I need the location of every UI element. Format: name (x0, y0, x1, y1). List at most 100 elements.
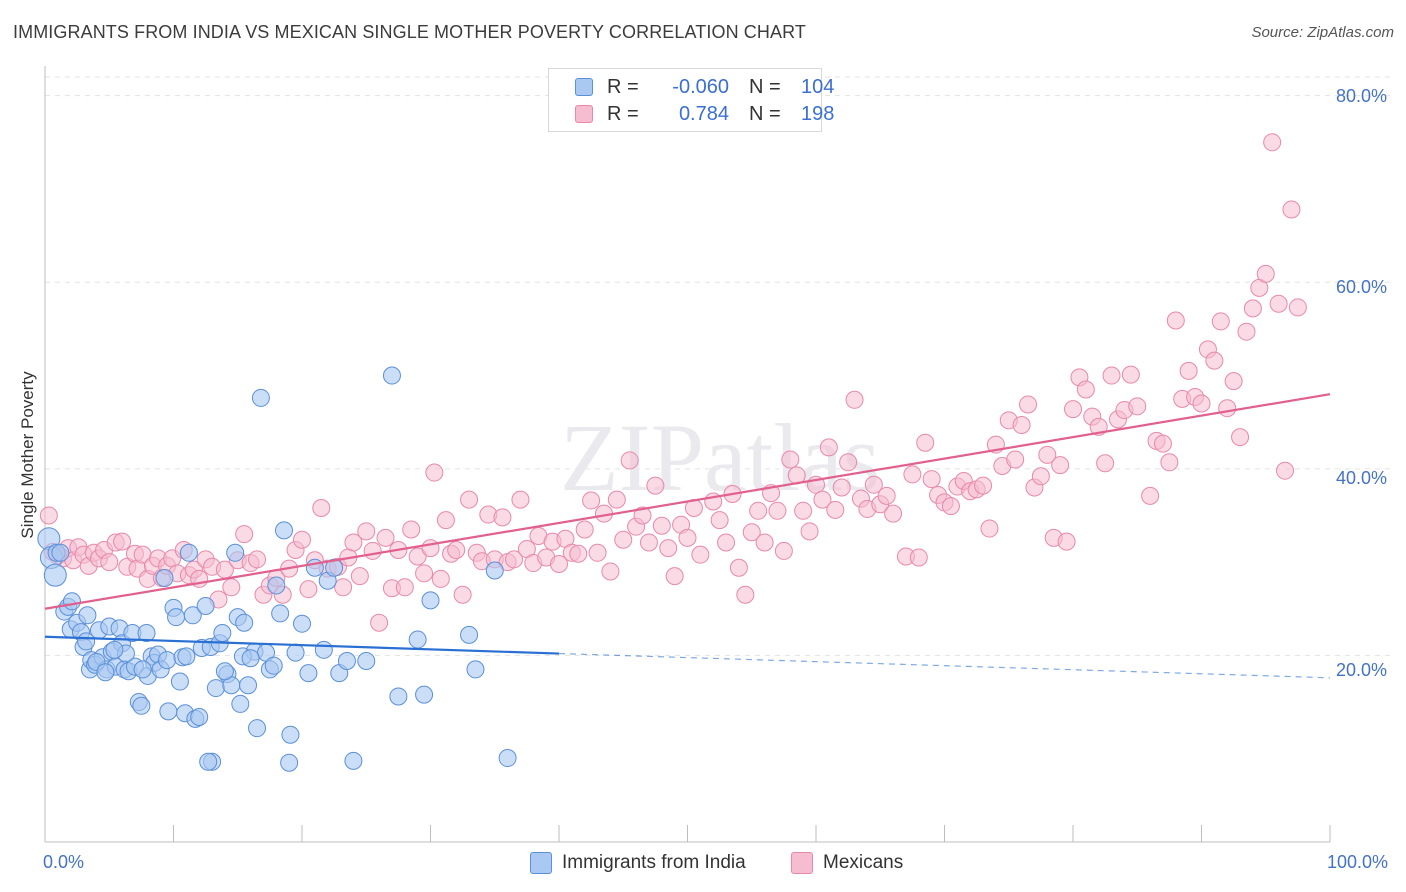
mexicans-point (1263, 133, 1282, 152)
mexicans-point (884, 504, 903, 523)
india-point (167, 608, 186, 627)
mexicans-point (729, 558, 748, 577)
mexicans-swatch (575, 105, 593, 123)
mexicans-point (646, 476, 665, 495)
india-point (159, 702, 178, 721)
mexicans-point (633, 506, 652, 525)
mexicans-point (691, 545, 710, 564)
mexicans-point (794, 501, 813, 520)
india-r-value: -0.060 (672, 75, 729, 98)
mexicans-point (710, 511, 729, 530)
india-point (196, 596, 215, 615)
axes (44, 66, 1331, 843)
stats-legend: R = -0.060 N = 104 R = 0.784 N = 198 (548, 68, 834, 132)
legend-row-mexicans: R = 0.784 N = 198 (575, 101, 834, 127)
mexicans-point (768, 501, 787, 520)
mexicans-point (1019, 395, 1038, 414)
legend-item-india: Immigrants from India (530, 852, 746, 874)
mexicans-point (293, 530, 311, 549)
india-point (96, 663, 115, 682)
mexicans-point (447, 540, 466, 559)
mexicans-point (1153, 434, 1172, 453)
mexicans-point (1269, 294, 1288, 313)
mexicans-point (877, 486, 896, 505)
mexicans-point (620, 451, 639, 470)
mexicans-point (100, 553, 119, 572)
mexicans-point (350, 567, 369, 586)
india-point (275, 521, 294, 540)
mexicans-point (312, 499, 331, 518)
india-point (408, 630, 427, 649)
mexicans-point (813, 490, 832, 509)
mexicans-point (800, 522, 819, 541)
india-point (267, 576, 286, 595)
india-point (62, 592, 81, 611)
mexicans-point (864, 475, 883, 494)
india-point (183, 606, 202, 625)
mexicans-point (299, 580, 318, 599)
india-point (215, 662, 234, 681)
trend-lines (44, 393, 1331, 679)
x-tick-0: 0.0% (43, 852, 85, 872)
india-point (299, 664, 318, 683)
mexicans-point (678, 528, 697, 547)
mexicans-point (1282, 200, 1301, 219)
india-point (235, 613, 254, 632)
india-point (466, 660, 485, 679)
india-point (155, 568, 174, 587)
mexicans-point (370, 613, 389, 632)
mexicans-trend-line (44, 393, 1331, 610)
india-point (293, 614, 311, 633)
mexicans-point (1160, 453, 1179, 472)
india-point (190, 707, 209, 726)
mexicans-point (357, 522, 376, 541)
mexicans-point (607, 490, 626, 509)
mexicans-point (639, 533, 658, 552)
mex-r-value: 0.784 (678, 102, 729, 125)
mexicans-point (436, 511, 455, 530)
mex-n-label: N = (749, 102, 787, 125)
mexicans-point (903, 465, 922, 484)
chart-title: IMMIGRANTS FROM INDIA VS MEXICAN SINGLE … (13, 22, 806, 42)
mex-r-label: R = (607, 102, 645, 125)
mexicans-point (408, 547, 427, 566)
india-point (132, 696, 151, 715)
mexicans-point (334, 578, 353, 597)
india-point (344, 751, 363, 770)
mexicans-point (742, 523, 761, 542)
india-point (389, 687, 408, 706)
mexicans-point (363, 541, 382, 560)
mexicans-point (774, 541, 793, 560)
mexicans-point (505, 550, 524, 569)
mexicans-point (839, 453, 858, 472)
mexicans-point (493, 508, 512, 527)
mexicans-point (819, 438, 838, 457)
mexicans-point (248, 550, 267, 569)
x-tick-100: 100.0% (1327, 852, 1389, 872)
india-point (415, 685, 434, 704)
mexicans-point (425, 463, 444, 482)
india-point (382, 366, 401, 385)
mexicans-point (344, 533, 363, 552)
india-point (78, 606, 97, 625)
mexicans-point (1211, 312, 1230, 331)
mexicans-point (1051, 456, 1070, 475)
mexicans-point (1288, 298, 1307, 317)
india-n-label: N = (749, 75, 787, 98)
mexicans-point (1128, 397, 1147, 416)
mexicans-point (717, 533, 736, 552)
india-point (51, 543, 70, 562)
india-point (199, 752, 218, 771)
india-trend-line (44, 635, 560, 655)
mexicans-point (1057, 532, 1076, 551)
india-point (251, 388, 270, 407)
mexicans-point (1231, 428, 1250, 447)
mexicans-point (916, 433, 935, 452)
mexicans-point (1166, 311, 1185, 330)
source-label: Source: ZipAtlas.com (1251, 24, 1394, 41)
mexicans-point (421, 539, 440, 558)
india-point (271, 604, 290, 623)
india-point (280, 753, 299, 772)
mex-n-value: 198 (801, 102, 835, 125)
mexicans-point (614, 530, 633, 549)
